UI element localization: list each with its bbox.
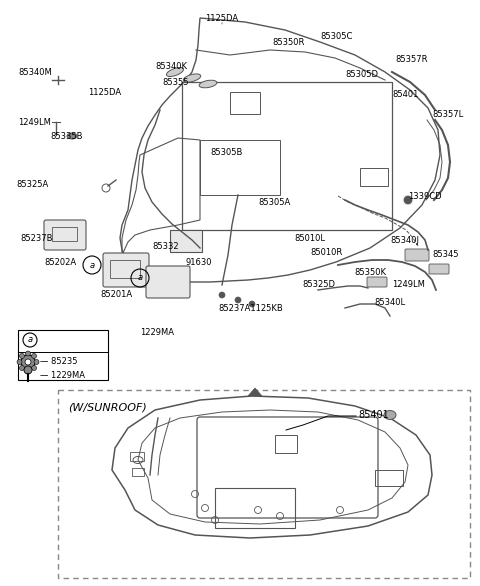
Bar — [170, 230, 202, 252]
Bar — [215, 488, 295, 528]
Text: 85332: 85332 — [152, 242, 179, 251]
Text: 85401: 85401 — [392, 90, 419, 99]
FancyBboxPatch shape — [146, 266, 190, 298]
Text: 1249LM: 1249LM — [392, 280, 425, 289]
Circle shape — [25, 368, 31, 373]
Ellipse shape — [67, 133, 77, 139]
Text: 85350R: 85350R — [272, 38, 304, 47]
Circle shape — [17, 359, 22, 364]
Circle shape — [235, 297, 241, 303]
Circle shape — [32, 353, 36, 359]
Text: 85345: 85345 — [432, 250, 458, 259]
Text: 1249LM: 1249LM — [18, 118, 51, 127]
Text: 85325D: 85325D — [302, 280, 335, 289]
FancyBboxPatch shape — [103, 253, 149, 287]
Text: 85350K: 85350K — [354, 268, 386, 277]
FancyBboxPatch shape — [405, 249, 429, 261]
Text: 85340M: 85340M — [18, 68, 52, 77]
Text: (W/SUNROOF): (W/SUNROOF) — [68, 402, 147, 412]
Text: — 1229MA: — 1229MA — [40, 370, 85, 380]
Ellipse shape — [199, 80, 217, 88]
Bar — [200, 140, 280, 195]
Ellipse shape — [384, 411, 396, 420]
Circle shape — [20, 366, 24, 370]
Ellipse shape — [183, 74, 201, 82]
Bar — [275, 435, 297, 453]
Text: 1125DA: 1125DA — [88, 88, 121, 97]
Text: 85335B: 85335B — [50, 132, 83, 141]
Text: 91630: 91630 — [186, 258, 213, 267]
Circle shape — [32, 366, 36, 370]
Text: 1339CD: 1339CD — [408, 192, 442, 201]
Circle shape — [24, 366, 32, 374]
Circle shape — [249, 301, 255, 307]
Bar — [58, 390, 470, 578]
Text: a: a — [137, 274, 143, 282]
Text: a: a — [89, 261, 95, 270]
Bar — [375, 470, 403, 486]
Circle shape — [20, 353, 24, 359]
Circle shape — [21, 355, 35, 369]
Text: 85401: 85401 — [358, 410, 389, 420]
Bar — [18, 330, 108, 380]
Bar — [230, 92, 260, 114]
Bar — [52, 227, 77, 241]
Text: 85305B: 85305B — [210, 148, 242, 157]
Bar — [360, 168, 388, 186]
Bar — [182, 82, 392, 230]
Text: 85237B: 85237B — [20, 234, 52, 243]
Text: 1125DA: 1125DA — [205, 14, 239, 23]
Circle shape — [25, 359, 31, 365]
Text: 85202A: 85202A — [44, 258, 76, 267]
Text: 85357L: 85357L — [432, 110, 463, 119]
Polygon shape — [248, 388, 262, 396]
Text: a: a — [27, 336, 33, 345]
Text: 85305C: 85305C — [320, 32, 352, 41]
Text: 85010R: 85010R — [310, 248, 342, 257]
Circle shape — [34, 359, 39, 364]
Text: 85357R: 85357R — [395, 55, 428, 64]
FancyBboxPatch shape — [367, 277, 387, 287]
Text: 85355: 85355 — [162, 78, 189, 87]
FancyBboxPatch shape — [44, 220, 86, 250]
Text: 1229MA: 1229MA — [140, 328, 174, 337]
Text: 85201A: 85201A — [100, 290, 132, 299]
Circle shape — [404, 196, 412, 204]
Bar — [110, 260, 140, 278]
Bar — [132, 468, 144, 476]
Ellipse shape — [167, 67, 183, 77]
Text: 85237A1125KB: 85237A1125KB — [218, 304, 283, 313]
Circle shape — [25, 351, 31, 356]
Text: 85340K: 85340K — [155, 62, 187, 71]
Circle shape — [219, 292, 225, 298]
Text: — 85235: — 85235 — [40, 357, 77, 366]
Text: 85305A: 85305A — [258, 198, 290, 207]
Bar — [130, 452, 144, 461]
Text: 85340J: 85340J — [390, 236, 419, 245]
Text: 85305D: 85305D — [345, 70, 378, 79]
Text: 85325A: 85325A — [16, 180, 48, 189]
Text: 85010L: 85010L — [294, 234, 325, 243]
FancyBboxPatch shape — [429, 264, 449, 274]
Text: 85340L: 85340L — [374, 298, 405, 307]
